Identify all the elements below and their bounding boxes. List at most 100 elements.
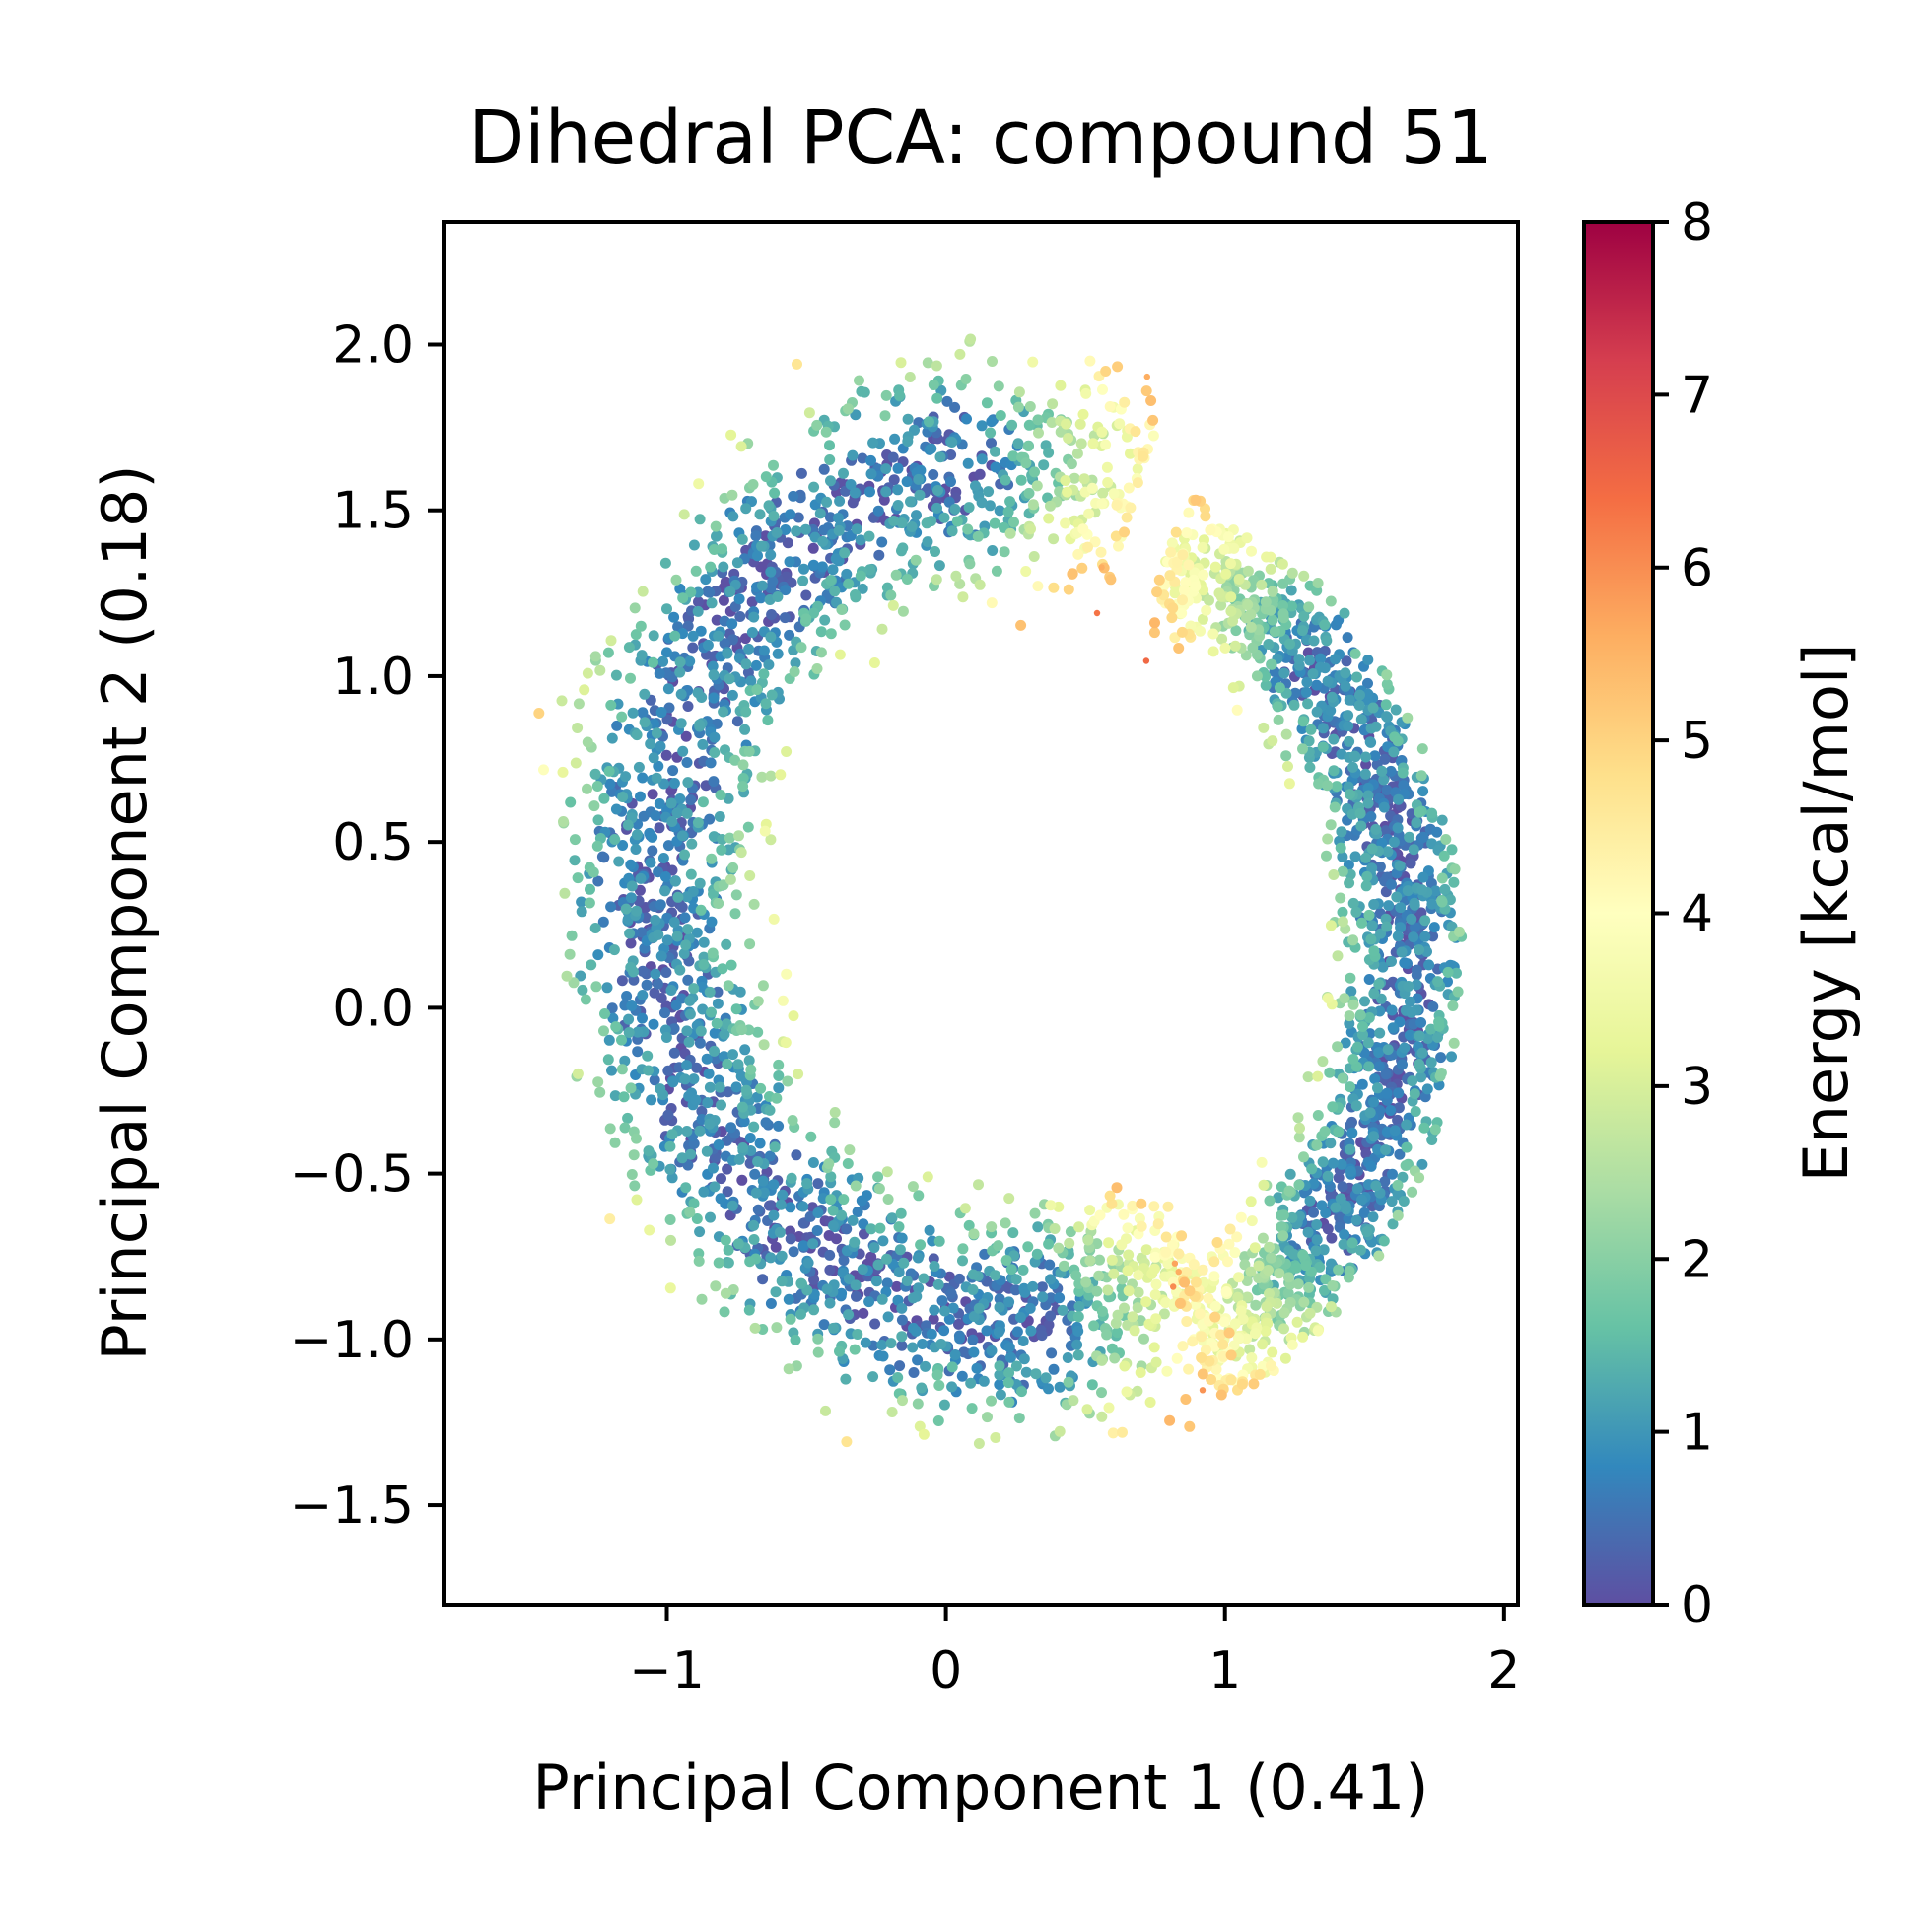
scatter-point xyxy=(740,503,752,515)
scatter-point xyxy=(1176,1230,1188,1242)
scatter-point xyxy=(896,518,908,529)
scatter-point xyxy=(985,427,997,439)
scatter-point xyxy=(808,1304,820,1316)
scatter-point xyxy=(1060,475,1071,486)
scatter-point xyxy=(655,899,666,911)
scatter-point xyxy=(694,1125,706,1137)
scatter-point xyxy=(1145,395,1157,406)
scatter-point xyxy=(815,626,827,638)
scatter-point xyxy=(709,747,721,758)
scatter-point xyxy=(661,647,672,658)
x-tick-label: 1 xyxy=(1208,1641,1241,1700)
scatter-point xyxy=(605,901,617,913)
scatter-point xyxy=(834,495,846,507)
scatter-point xyxy=(954,1333,966,1345)
scatter-point xyxy=(1322,1223,1334,1235)
scatter-point xyxy=(1368,1096,1379,1108)
scatter-point xyxy=(1140,385,1152,397)
scatter-point xyxy=(938,1399,950,1411)
scatter-point xyxy=(1266,1360,1276,1371)
scatter-point xyxy=(872,1259,884,1271)
scatter-point xyxy=(1416,884,1428,896)
scatter-point xyxy=(897,1395,908,1407)
scatter-point xyxy=(1380,825,1392,837)
scatter-point xyxy=(1183,507,1195,518)
scatter-point xyxy=(1392,931,1404,942)
scatter-point xyxy=(895,1208,907,1219)
scatter-point xyxy=(632,829,643,841)
scatter-point xyxy=(1308,635,1320,647)
scatter-point xyxy=(986,597,998,609)
scatter-point xyxy=(849,1236,861,1248)
scatter-point xyxy=(1072,1325,1084,1337)
scatter-point xyxy=(797,575,809,586)
scatter-point xyxy=(1037,1291,1049,1303)
scatter-point xyxy=(1222,1256,1233,1268)
scatter-point xyxy=(791,525,802,537)
scatter-point xyxy=(610,669,622,681)
scatter-point xyxy=(1355,820,1367,832)
scatter-point xyxy=(1106,1254,1118,1266)
scatter-point xyxy=(771,527,783,538)
scatter-point xyxy=(785,1313,796,1325)
scatter-point xyxy=(765,1298,777,1309)
scatter-point xyxy=(1098,564,1105,571)
scatter-point xyxy=(1433,1020,1445,1032)
scatter-point xyxy=(1298,610,1310,622)
scatter-point xyxy=(637,965,649,977)
scatter-point xyxy=(696,692,708,703)
scatter-point xyxy=(1333,614,1345,626)
scatter-point xyxy=(746,627,758,638)
scatter-point xyxy=(694,877,706,889)
scatter-point xyxy=(1379,1176,1391,1188)
scatter-point xyxy=(838,1194,850,1206)
scatter-point xyxy=(1288,1248,1299,1260)
scatter-point xyxy=(1232,1291,1244,1303)
scatter-point xyxy=(1321,635,1333,647)
scatter-point xyxy=(1013,386,1025,398)
scatter-point xyxy=(729,908,741,920)
scatter-point xyxy=(791,1149,802,1161)
scatter-point xyxy=(565,796,577,808)
scatter-point xyxy=(1095,546,1107,558)
scatter-point xyxy=(1062,1352,1073,1363)
scatter-point xyxy=(1362,655,1374,665)
scatter-point xyxy=(1241,1276,1253,1286)
scatter-point xyxy=(1204,594,1214,606)
scatter-point xyxy=(1340,667,1351,679)
colorbar-tick-label: 2 xyxy=(1681,1230,1713,1289)
scatter-point xyxy=(608,944,620,956)
scatter-point xyxy=(635,872,647,884)
scatter-point xyxy=(786,1172,797,1184)
scatter-point xyxy=(1427,1000,1439,1012)
scatter-point xyxy=(932,392,943,404)
scatter-point xyxy=(990,1270,1000,1281)
scatter-point xyxy=(1161,1365,1173,1377)
scatter-point xyxy=(860,1337,871,1348)
scatter-point xyxy=(790,1334,801,1346)
scatter-point xyxy=(631,729,643,741)
scatter-point xyxy=(1144,1397,1156,1408)
scatter-point xyxy=(1370,1180,1382,1192)
scatter-point xyxy=(926,443,937,454)
scatter-point xyxy=(1029,466,1040,478)
scatter-point xyxy=(760,471,772,483)
scatter-point xyxy=(1078,473,1090,485)
scatter-point xyxy=(1289,687,1301,699)
scatter-point xyxy=(890,569,902,581)
scatter-point xyxy=(829,1107,841,1118)
scatter-point xyxy=(962,457,974,469)
scatter-point xyxy=(990,446,1000,457)
scatter-point xyxy=(1386,878,1397,890)
scatter-point xyxy=(995,1389,1006,1401)
scatter-point xyxy=(771,1092,783,1104)
scatter-point xyxy=(708,831,720,843)
scatter-point xyxy=(1111,499,1123,511)
scatter-point xyxy=(684,656,696,667)
scatter-point xyxy=(1293,1179,1305,1191)
scatter-point xyxy=(887,451,899,463)
scatter-point xyxy=(967,1269,979,1280)
scatter-point xyxy=(654,822,665,834)
scatter-point xyxy=(910,1325,922,1337)
scatter-point xyxy=(679,912,691,924)
